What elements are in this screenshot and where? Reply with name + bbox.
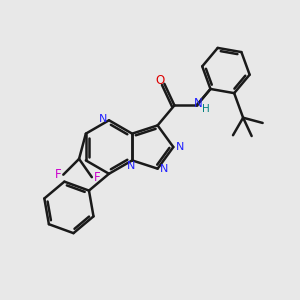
Text: F: F [94,171,101,184]
Text: F: F [55,168,61,181]
Text: O: O [155,74,164,87]
Text: N: N [127,161,135,171]
Text: N: N [160,164,168,174]
Text: N: N [194,98,203,110]
Text: N: N [176,142,184,152]
Text: H: H [202,104,209,114]
Text: N: N [99,114,107,124]
